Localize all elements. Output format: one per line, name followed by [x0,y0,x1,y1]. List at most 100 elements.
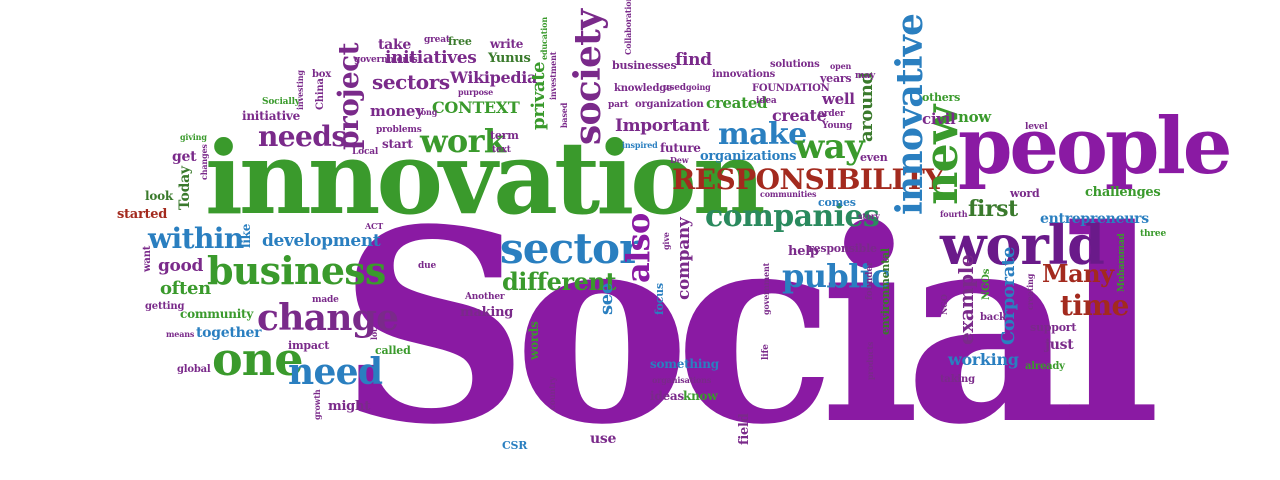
word-make: make [718,117,807,152]
word-country: country [547,376,557,410]
word-entrepreneurs: entrepreneurs [1040,211,1149,227]
word-organisations: organisations [652,375,712,385]
word-back: back [980,312,1006,323]
word-another: Another [465,292,505,302]
word-companies: companies [705,199,880,234]
word-others: others [922,91,961,104]
word-business: business [207,248,386,293]
word-private: private [528,61,549,130]
word-work: work [420,122,506,160]
word-organization: organization [635,99,704,110]
word-innovation: innovation [205,119,766,237]
word-socially: Socially [262,97,300,107]
word-innovations: innovations [712,69,776,80]
word-knowledge: knowledge [614,83,673,94]
word-impact: impact [288,339,330,352]
word-many: Many [1042,259,1114,288]
word-comes: comes [818,196,856,209]
word-want: want [142,245,153,272]
word-yunus: Yunus [488,51,531,66]
word-example: example [954,254,978,345]
word-giving: giving [180,132,207,142]
word-community: community [180,307,254,321]
word-great: great [424,35,450,45]
word-often: often [160,278,211,299]
word-due: due [418,261,437,271]
word-start: start [382,137,413,151]
word-communities: communities [760,189,817,199]
word-different: different [502,267,616,296]
word-initiatives: initiatives [385,48,477,68]
word-text: text [492,145,511,155]
word-look: look [145,189,173,203]
word-something: something [650,357,719,371]
word-started: started [117,207,168,222]
word-know: know [683,389,718,403]
word-years: years [820,72,852,85]
word-responsible: responsible [808,242,877,255]
word-organizations: organizations [700,149,797,164]
word-write: write [490,37,524,51]
word-may: may [855,71,876,81]
word-just: just [1045,337,1074,353]
word-needs: needs [258,120,347,153]
word-way: way [795,127,865,167]
word-life: life [761,344,771,360]
word-muhammad: Muhammad [1117,233,1127,292]
word-inspired: inspired [622,140,658,150]
word-getting: getting [145,301,185,312]
word-good: good [158,256,204,276]
word-working: working [948,350,1019,369]
word-word: word [1010,187,1040,200]
word-might: might [328,399,370,414]
word-problems: problems [376,125,422,135]
word-development: development [262,231,381,251]
word-company: company [674,217,694,300]
word-today: Today [177,166,193,210]
word-society: society [567,9,609,145]
word-means: means [166,329,195,339]
word-order: order [818,109,845,119]
word-together: together [196,325,262,341]
word-act: ACT [365,221,384,231]
word-challenges: challenges [1085,185,1161,200]
word-sector: sector [500,224,641,273]
word-three: three [1140,229,1166,239]
word-free: free [448,35,472,48]
word-give: give [661,232,671,250]
word-part: part [608,100,629,110]
word-sectors: sectors [372,70,450,94]
word-government: government [761,262,771,315]
word-ngo: NGO [939,294,949,315]
word-even: even [860,151,888,164]
word-local: Local [352,147,379,157]
word-money: money [370,102,424,120]
word-fourth: fourth [940,209,968,219]
word-solutions: solutions [770,59,820,70]
word-creating: creating [1025,273,1035,310]
word-first: first [968,196,1018,222]
word-global: global [177,364,211,375]
word-civil: civil [922,110,956,128]
word-world: world [940,213,1105,277]
word-one: one [212,332,304,386]
word-csr: CSR [502,439,528,452]
word-going: going [686,82,711,92]
word-use: use [590,431,617,447]
word-growth: growth [312,389,322,420]
word-term: term [490,129,519,142]
word-called: called [375,344,411,357]
word-dew: Dew [670,155,689,165]
word-corporate: Corporate [998,246,1019,345]
word-investing: investing [295,70,305,110]
word-need: need [288,351,383,393]
word-making: making [460,305,514,320]
word-investment: investment [548,51,558,100]
word-wikipedia: Wikipedia [450,68,538,87]
word-businesses: businesses [612,59,677,72]
word-open: open [830,61,852,71]
word-important: Important [615,116,710,136]
word-china: China [315,78,326,110]
word-initiative: initiative [242,109,301,123]
